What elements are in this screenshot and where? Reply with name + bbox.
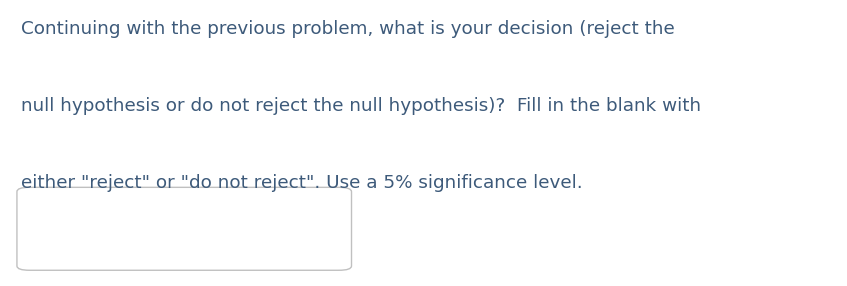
FancyBboxPatch shape	[17, 187, 352, 270]
Text: null hypothesis or do not reject the null hypothesis)?  Fill in the blank with: null hypothesis or do not reject the nul…	[21, 97, 701, 115]
Text: Continuing with the previous problem, what is your decision (reject the: Continuing with the previous problem, wh…	[21, 20, 675, 38]
Text: either "reject" or "do not reject". Use a 5% significance level.: either "reject" or "do not reject". Use …	[21, 174, 583, 192]
